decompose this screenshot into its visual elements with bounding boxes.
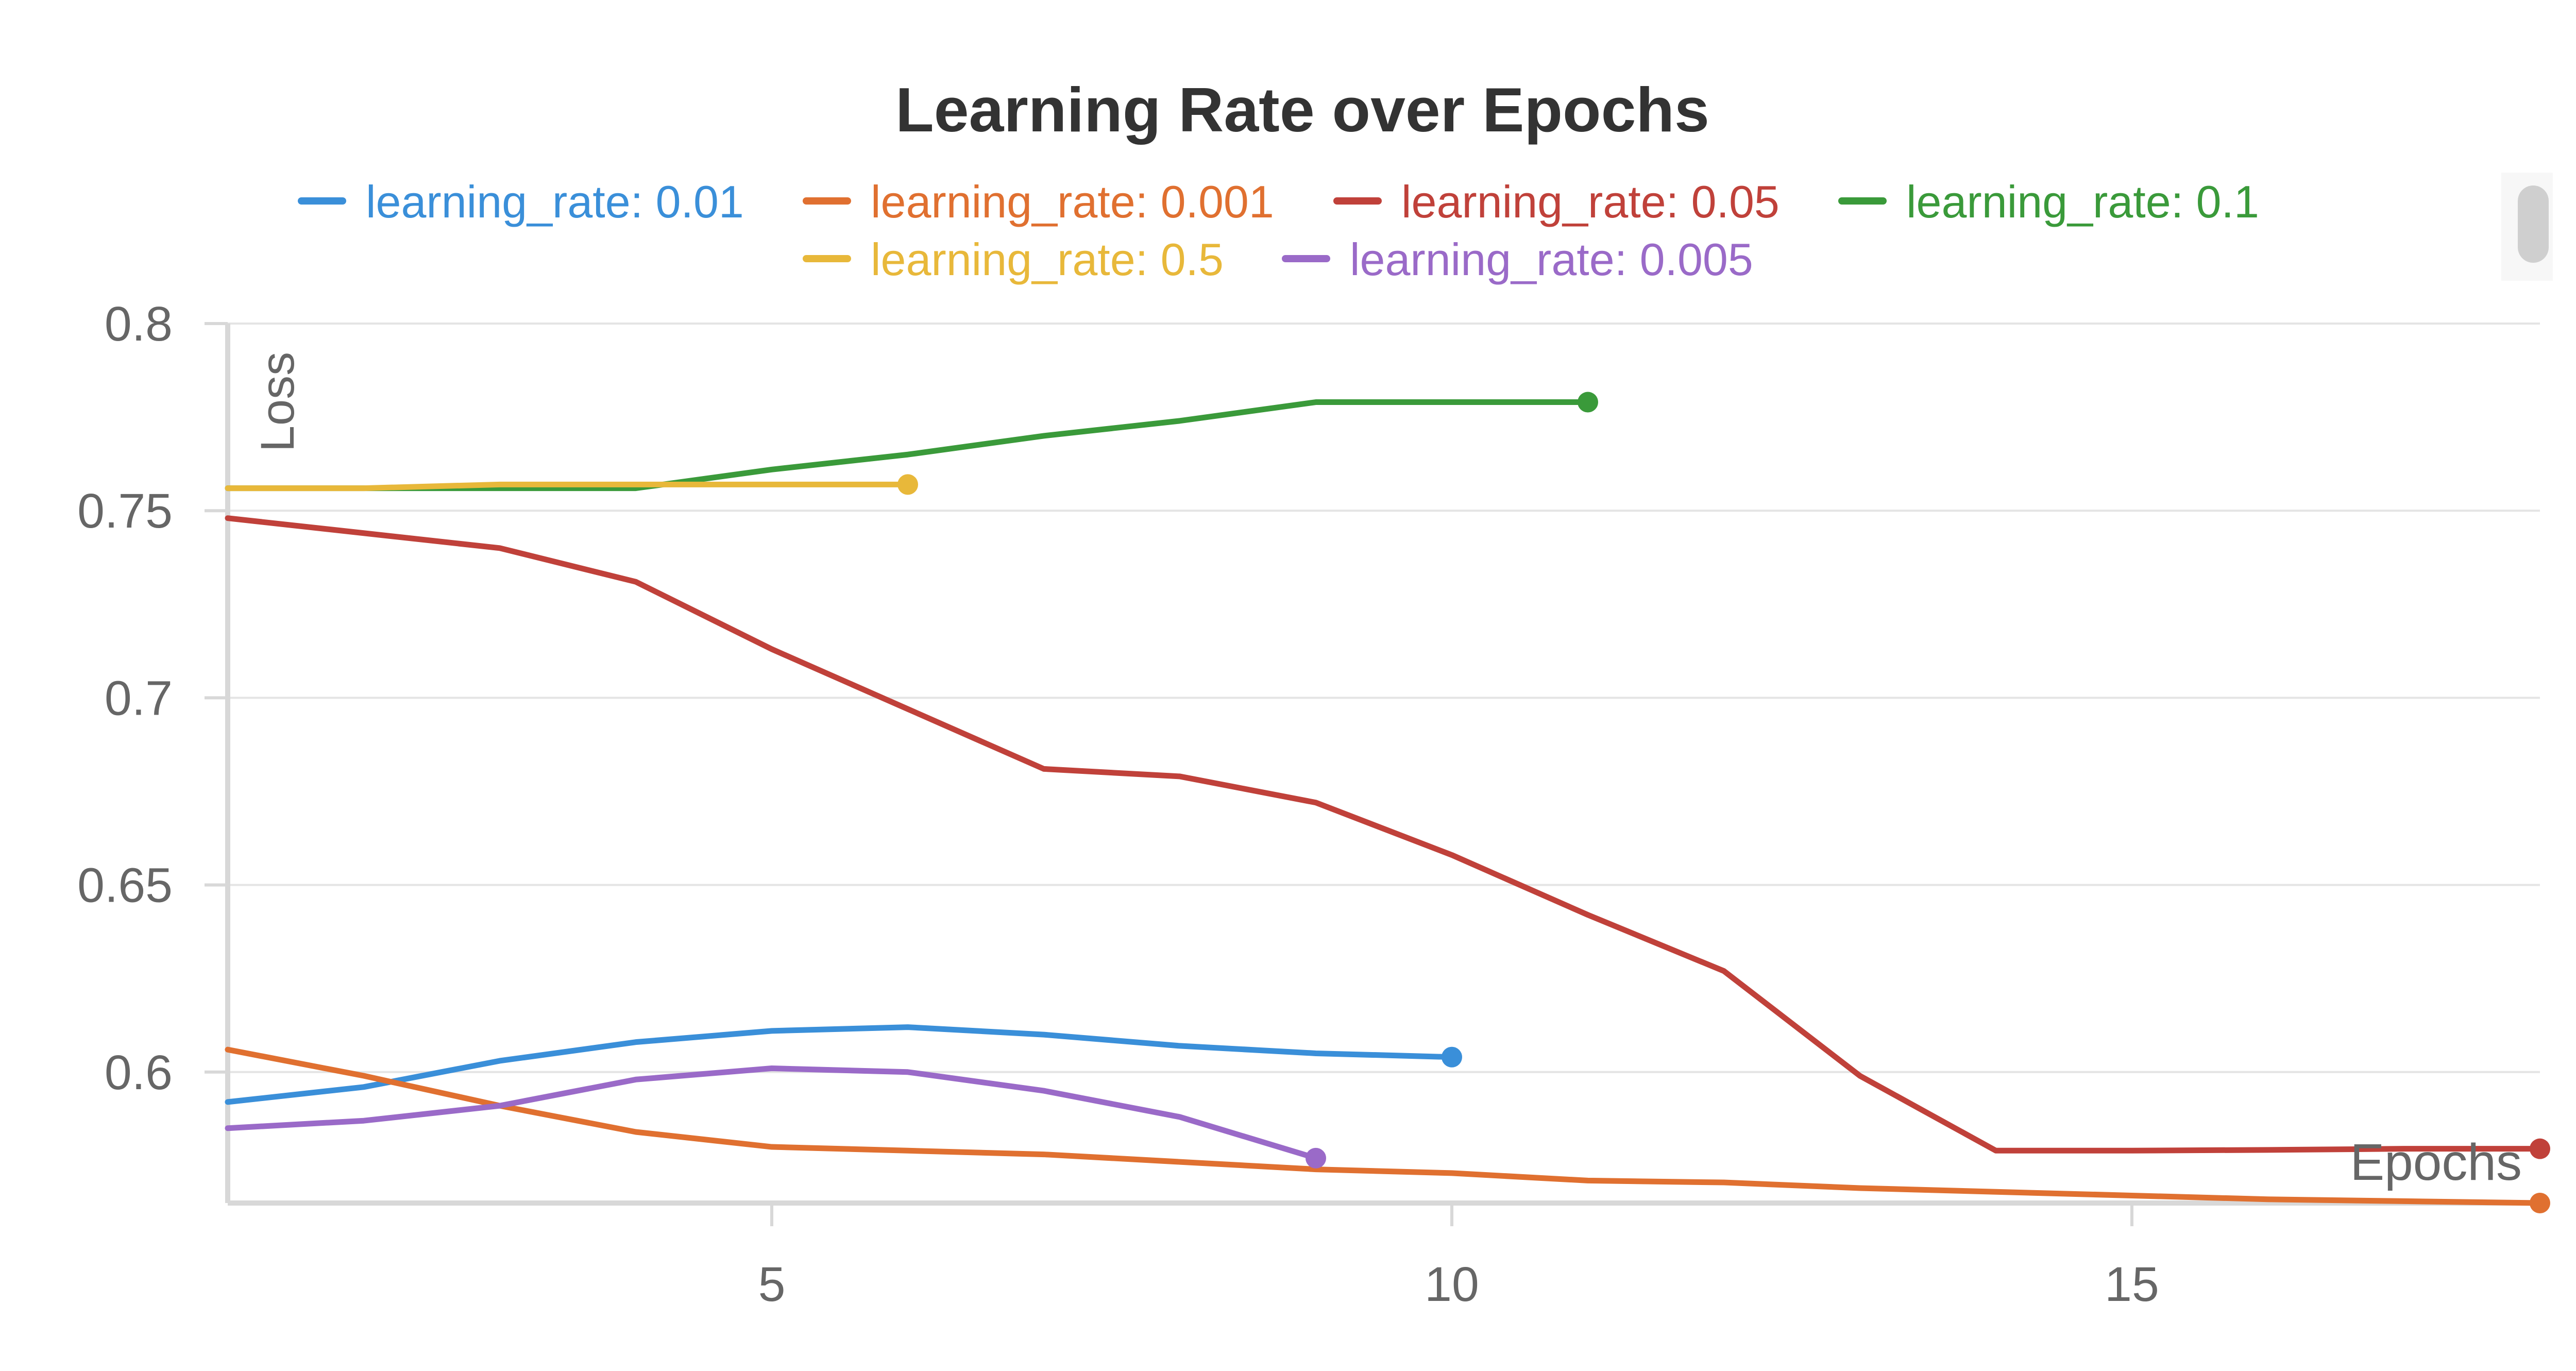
legend-item[interactable]: learning_rate: 0.01 [298, 176, 744, 227]
series-end-marker [1442, 1046, 1462, 1068]
legend-item[interactable]: learning_rate: 0.5 [803, 234, 1224, 285]
x-tick-label: 15 [2105, 1257, 2159, 1312]
legend-scrollbar[interactable] [2501, 173, 2553, 281]
y-tick-label: 0.8 [105, 297, 173, 351]
series-end-marker [1578, 392, 1598, 413]
series-group [225, 392, 2550, 1213]
legend-item[interactable]: learning_rate: 0.001 [803, 176, 1274, 227]
series-end-marker [2530, 1138, 2550, 1159]
legend-label: learning_rate: 0.5 [871, 234, 1224, 285]
grid [228, 323, 2540, 1073]
series-end-marker [1306, 1147, 1326, 1169]
legend-item[interactable]: learning_rate: 0.005 [1282, 234, 1753, 285]
legend-label: learning_rate: 0.05 [1401, 176, 1780, 227]
legend: learning_rate: 0.01 learning_rate: 0.001 l… [298, 176, 2259, 285]
legend-item[interactable]: learning_rate: 0.1 [1838, 176, 2259, 227]
legend-item[interactable]: learning_rate: 0.05 [1333, 176, 1780, 227]
series-end-marker [897, 474, 918, 495]
x-axis-label: Epochs [2350, 1133, 2522, 1191]
legend-label: learning_rate: 0.005 [1350, 234, 1753, 285]
x-tick-label: 10 [1425, 1257, 1479, 1312]
series-line [225, 1065, 1319, 1161]
series-line [225, 481, 911, 492]
series-line [225, 515, 2543, 1154]
y-axis-label: Loss [251, 352, 304, 452]
y-tick-label: 0.75 [77, 484, 173, 538]
series-end-marker [2530, 1193, 2550, 1213]
legend-label: learning_rate: 0.001 [871, 176, 1274, 227]
y-tick-label: 0.65 [77, 858, 173, 913]
series-line [225, 1046, 2543, 1206]
axes: 0.6 0.65 0.7 0.75 0.8 5 10 15 [77, 297, 2540, 1312]
y-tick-label: 0.6 [105, 1045, 173, 1100]
chart-title: Learning Rate over Epochs [895, 75, 1709, 145]
x-tick-label: 5 [758, 1257, 786, 1312]
series-line [225, 1024, 1455, 1105]
y-tick-label: 0.7 [105, 671, 173, 725]
legend-label: learning_rate: 0.01 [366, 176, 744, 227]
legend-label: learning_rate: 0.1 [1906, 176, 2259, 227]
legend-scrollbar-thumb[interactable] [2518, 185, 2549, 263]
